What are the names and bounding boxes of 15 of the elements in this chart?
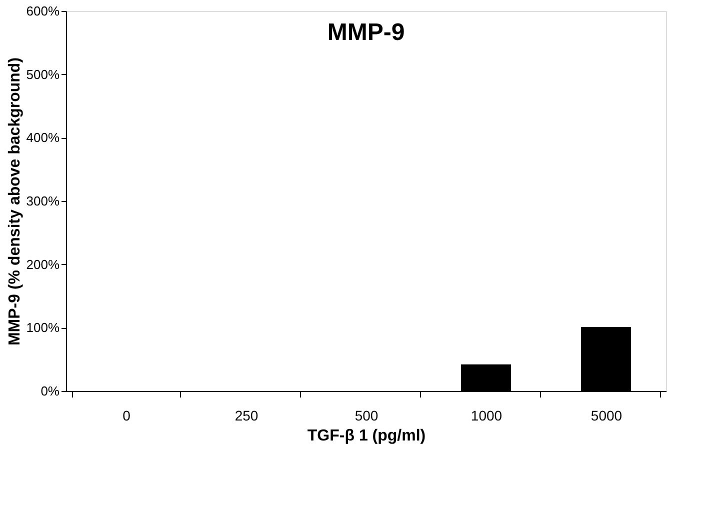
y-tick-label: 500% [26, 66, 60, 82]
y-tick-label: 400% [26, 130, 60, 146]
x-tick-label: 1000 [470, 408, 502, 424]
y-axis-title: MMP-9 (% density above background) [6, 57, 24, 346]
y-tick-label: 200% [26, 256, 60, 272]
x-tick-label: 250 [234, 408, 258, 424]
y-tick-label: 600% [26, 4, 60, 18]
x-axis-title: TGF-β 1 (pg/ml) [307, 428, 426, 444]
x-tick-label: 5000 [590, 408, 622, 424]
x-tick-label: 500 [354, 408, 378, 424]
x-tick-label: 0 [122, 408, 131, 424]
y-tick-label: 0% [40, 384, 60, 398]
y-tick-label: 100% [26, 320, 60, 336]
chart-title: MMP-9 [327, 19, 405, 46]
y-tick-label: 300% [26, 194, 60, 208]
